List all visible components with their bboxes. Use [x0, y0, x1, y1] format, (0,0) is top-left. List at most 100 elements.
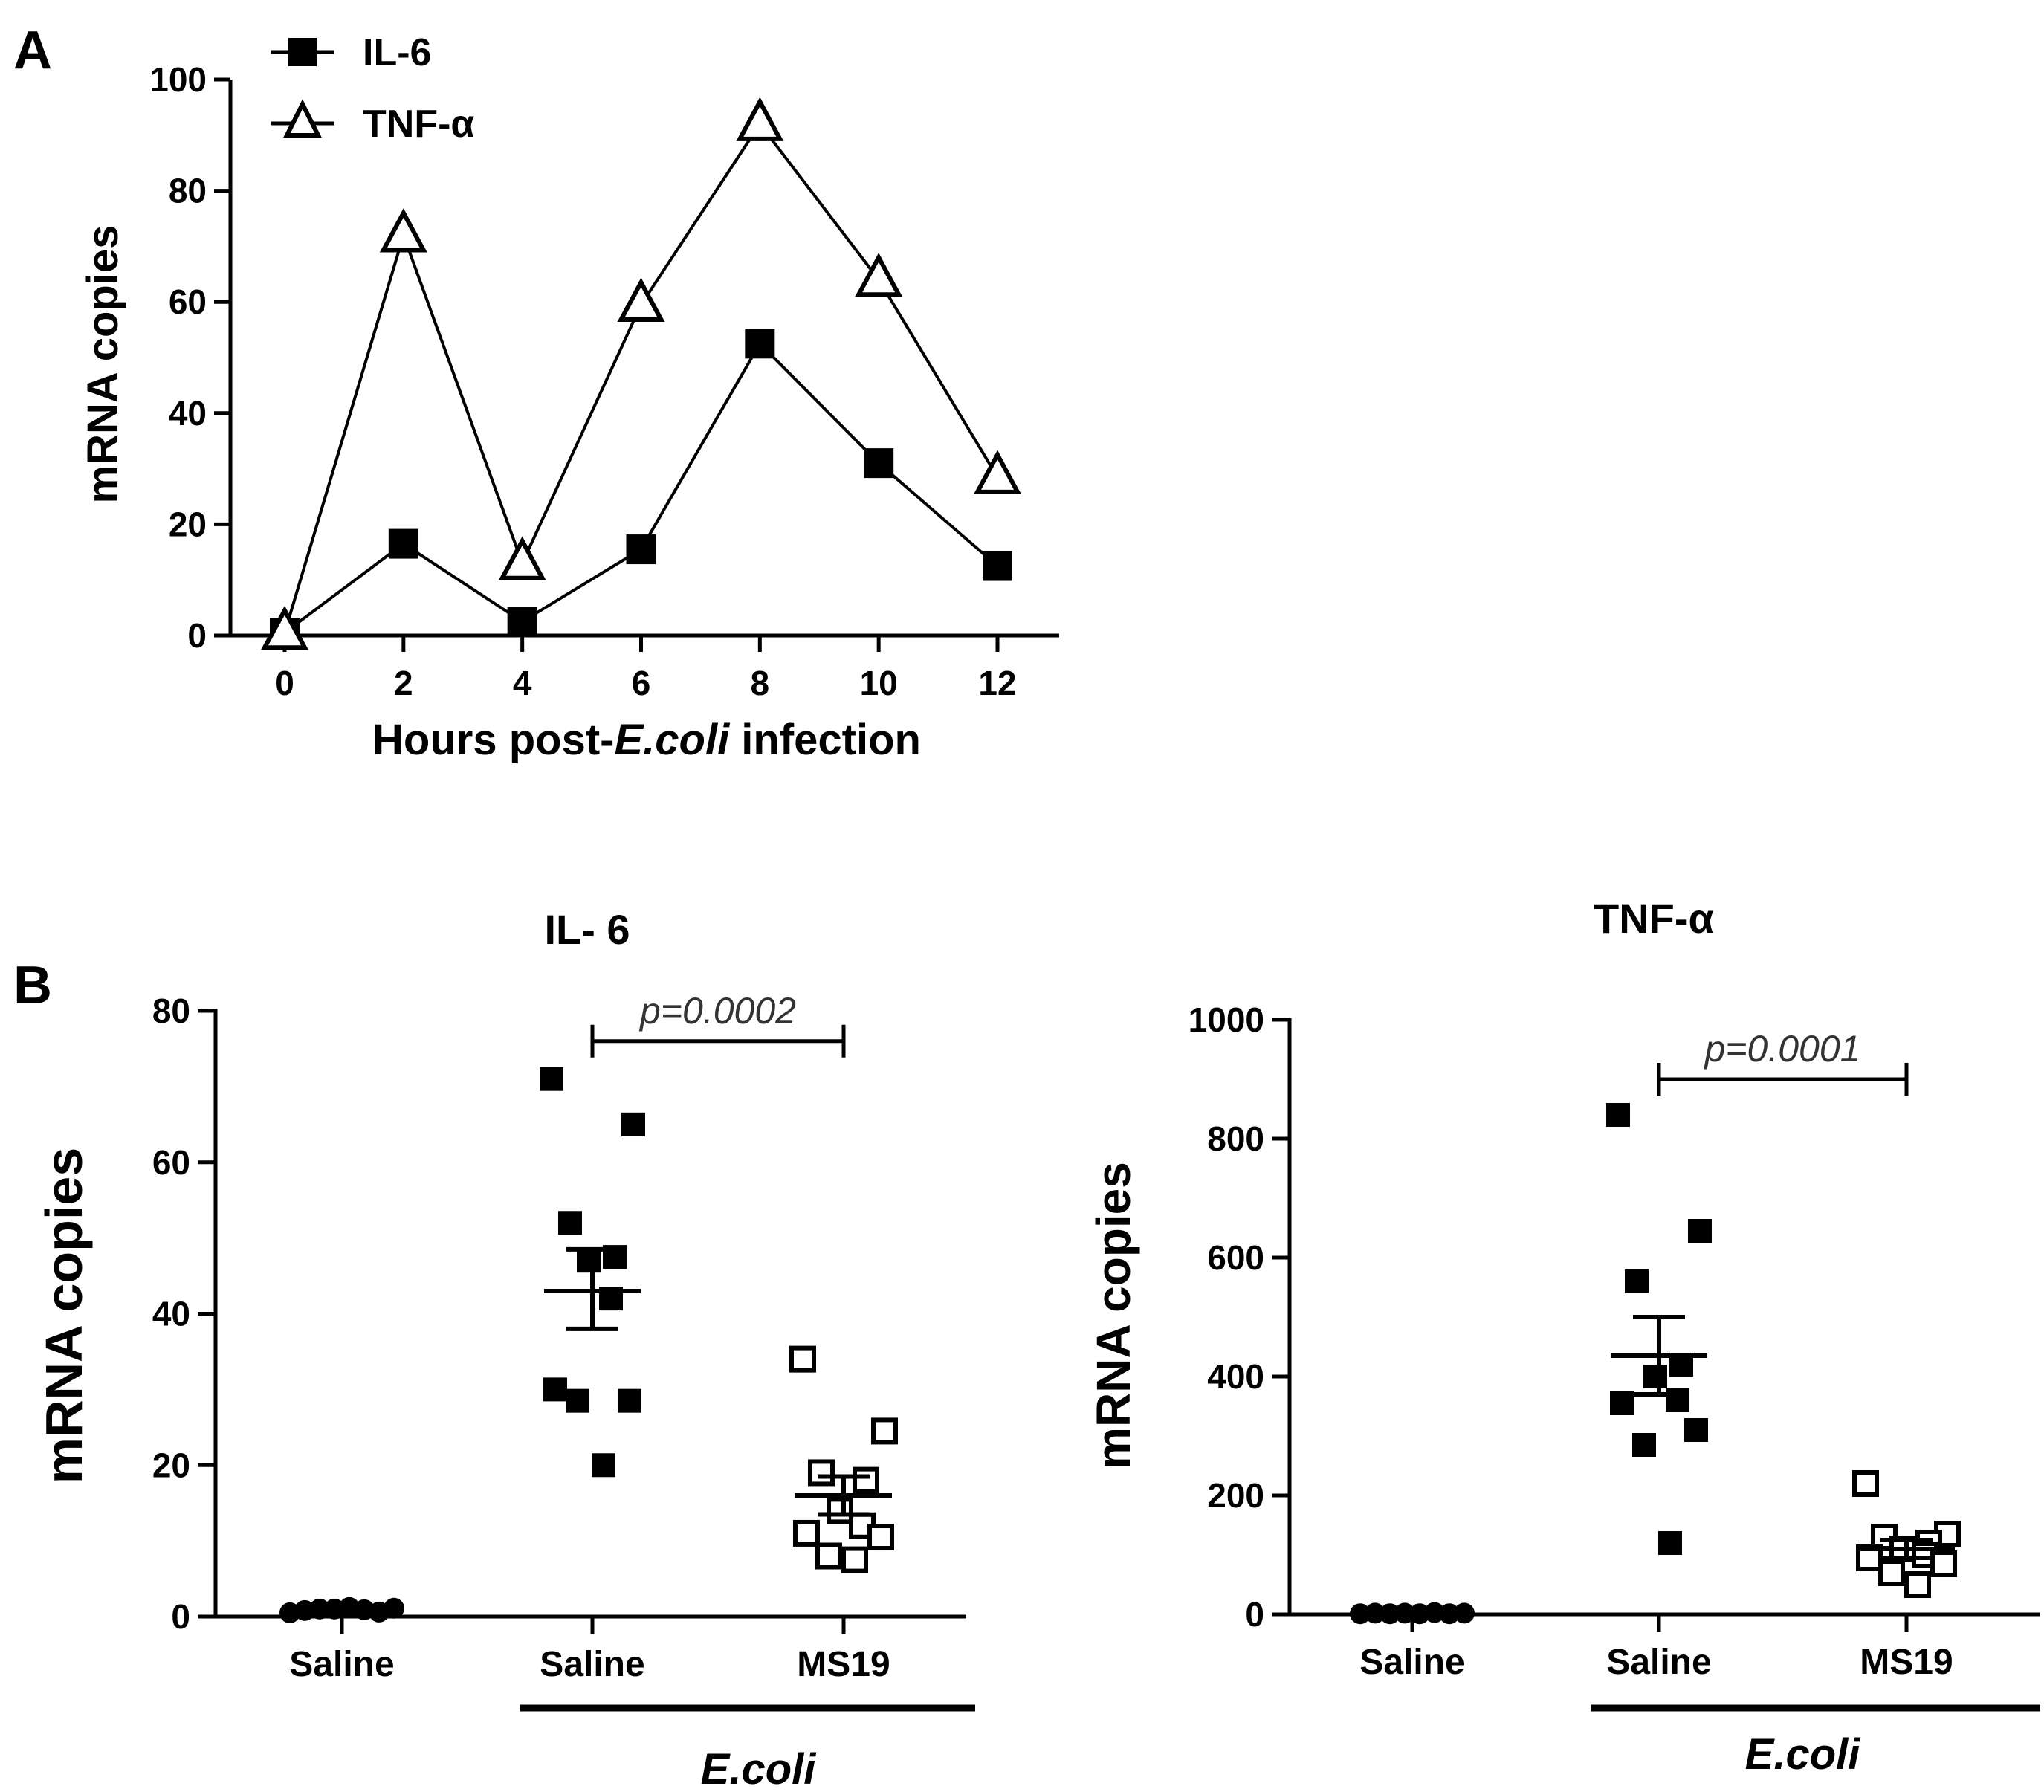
b1-ecoli-ms19-point — [841, 1546, 868, 1573]
b2-category-label: MS19 — [1860, 1643, 1953, 1682]
b2-ecoli-saline-point — [1666, 1388, 1689, 1412]
b2-category-label: Saline — [1359, 1643, 1464, 1682]
b2-y-tick-label: 0 — [1245, 1595, 1264, 1634]
b2-ecoli-saline-point — [1658, 1531, 1682, 1555]
b2-ecoli-saline-point — [1684, 1418, 1708, 1442]
panel-a-line-chart: 0 20 40 60 80 100 0 2 4 6 8 10 12 IL-6 TNF-α Hours p… — [79, 31, 1059, 764]
tnf-point — [855, 252, 903, 297]
panel-a-y-tick-label: 60 — [169, 282, 207, 321]
b1-ecoli-saline-point — [618, 1388, 641, 1413]
b1-ecoli-ms19-point — [827, 1497, 853, 1524]
panel-b-tnf-group-label: E.coli — [1745, 1730, 1862, 1779]
b2-y-tick-label: 600 — [1207, 1238, 1264, 1277]
tnf-point — [973, 450, 1022, 494]
legend-tnf-marker — [283, 99, 322, 138]
b2-category-label: Saline — [1606, 1643, 1711, 1682]
b2-ecoli-ms19-point — [1904, 1571, 1931, 1598]
panel-b-tnf-title: TNF-α — [1594, 895, 1714, 942]
b1-ecoli-ms19-point — [808, 1459, 835, 1487]
b1-ecoli-ms19-point — [853, 1466, 879, 1494]
panel-b-il6-chart: IL- 6 mRNA copies 0 20 40 60 80 Saline Saline M… — [35, 906, 975, 1792]
panel-a-y-tick-label: 0 — [187, 616, 207, 655]
panel-b-il6-title: IL- 6 — [544, 906, 630, 953]
panel-a-x-tick-label: 10 — [860, 664, 898, 702]
b1-ecoli-ms19-point — [867, 1524, 894, 1551]
b2-y-tick-label: 800 — [1207, 1119, 1264, 1158]
panel-b-tnf-significance: p=0.0001 — [1657, 1028, 1909, 1096]
b2-y-tick-label: 400 — [1207, 1357, 1264, 1396]
b1-ecoli-ms19-point — [793, 1519, 820, 1547]
panel-a-x-tick-label: 8 — [751, 664, 770, 702]
panel-a-x-tick-label: 0 — [275, 664, 294, 702]
panel-a-label: A — [13, 21, 52, 80]
b2-p-value: p=0.0001 — [1704, 1028, 1861, 1070]
b1-y-tick-label: 80 — [152, 992, 190, 1030]
panel-a-series — [260, 97, 1022, 650]
b1-saline-point — [384, 1597, 404, 1619]
panel-b-tnf-y-axis-title: mRNA copies — [1087, 1162, 1140, 1469]
b1-ecoli-saline-point — [566, 1388, 589, 1413]
b1-y-tick-label: 40 — [152, 1295, 190, 1333]
panel-b-il6-group-label: E.coli — [701, 1745, 818, 1792]
b2-y-tick-label: 1000 — [1188, 1000, 1264, 1039]
il6-point — [507, 607, 537, 637]
legend-il6-label: IL-6 — [363, 31, 431, 74]
b2-ecoli-saline-point — [1610, 1391, 1634, 1415]
b1-category-label: Saline — [540, 1645, 644, 1684]
b2-saline-point — [1350, 1603, 1371, 1625]
il6-point — [626, 534, 656, 565]
panel-b-il6-axes: 0 20 40 60 80 Saline Saline MS19 — [152, 992, 966, 1684]
b1-category-label: MS19 — [797, 1645, 890, 1684]
b2-ecoli-ms19-point — [1930, 1550, 1957, 1577]
il6-series-line — [283, 341, 999, 634]
panel-a-y-tick-label: 20 — [169, 505, 207, 543]
il6-point — [745, 329, 775, 359]
b2-saline-point — [1454, 1602, 1475, 1624]
tnf-point — [379, 208, 427, 253]
b2-ecoli-saline-point — [1625, 1269, 1649, 1293]
legend-il6-marker — [288, 38, 317, 66]
panel-a-x-axis-title: Hours post-E.coli infection — [372, 716, 921, 764]
panel-a-y-tick-label: 80 — [169, 172, 207, 210]
panel-b-il6-y-axis-title: mRNA copies — [35, 1148, 93, 1484]
panel-a-x-tick-label: 6 — [632, 664, 651, 702]
b1-ecoli-ms19-point — [815, 1542, 842, 1570]
b1-category-label: Saline — [289, 1645, 394, 1684]
tnf-point — [617, 277, 665, 322]
legend-tnf-label: TNF-α — [363, 103, 474, 146]
panel-a-legend: IL-6 TNF-α — [271, 31, 474, 146]
b1-y-tick-label: 20 — [152, 1446, 190, 1484]
tnf-point — [260, 605, 309, 650]
il6-point — [983, 551, 1012, 581]
il6-point — [388, 528, 418, 559]
panel-b-tnf-axes: 0 200 400 600 800 1000 Saline Saline MS19 — [1188, 1000, 2040, 1682]
b2-ecoli-saline-point — [1643, 1365, 1667, 1388]
b2-ecoli-saline-point — [1632, 1433, 1656, 1457]
b1-ecoli-saline-point — [540, 1067, 563, 1091]
b2-ecoli-ms19-point — [1852, 1470, 1879, 1497]
b2-y-tick-label: 200 — [1207, 1476, 1264, 1515]
panel-a-y-axis-title: mRNA copies — [79, 225, 127, 504]
panel-a-y-tick-label: 100 — [149, 60, 207, 99]
panel-a-axes: 0 20 40 60 80 100 0 2 4 6 8 10 12 — [149, 60, 1059, 702]
panel-a-x-tick-label: 4 — [513, 664, 532, 702]
panel-b-label: B — [13, 956, 52, 1015]
b1-y-tick-label: 60 — [152, 1143, 190, 1182]
panel-b-tnf-points — [1350, 1103, 1961, 1625]
b1-ecoli-saline-point — [558, 1211, 582, 1235]
b1-ecoli-ms19-point — [871, 1417, 898, 1445]
b1-ecoli-saline-point — [592, 1453, 615, 1478]
b1-y-tick-label: 0 — [171, 1597, 190, 1636]
b2-ecoli-saline-point — [1688, 1219, 1712, 1243]
b2-ecoli-saline-point — [1606, 1103, 1630, 1127]
panel-b-tnf-chart: TNF-α mRNA copies 0 200 400 600 800 1000 Salin… — [1087, 895, 2040, 1779]
tnf-point — [498, 536, 546, 580]
panel-a-y-tick-label: 40 — [169, 394, 207, 433]
panel-b-il6-significance: p=0.0002 — [590, 990, 846, 1058]
panel-b-il6-points — [279, 1067, 898, 1623]
b2-ecoli-ms19-point — [1878, 1559, 1905, 1586]
il6-point — [864, 448, 894, 479]
b1-p-value: p=0.0002 — [638, 990, 796, 1032]
panel-a-x-tick-label: 2 — [394, 664, 413, 702]
